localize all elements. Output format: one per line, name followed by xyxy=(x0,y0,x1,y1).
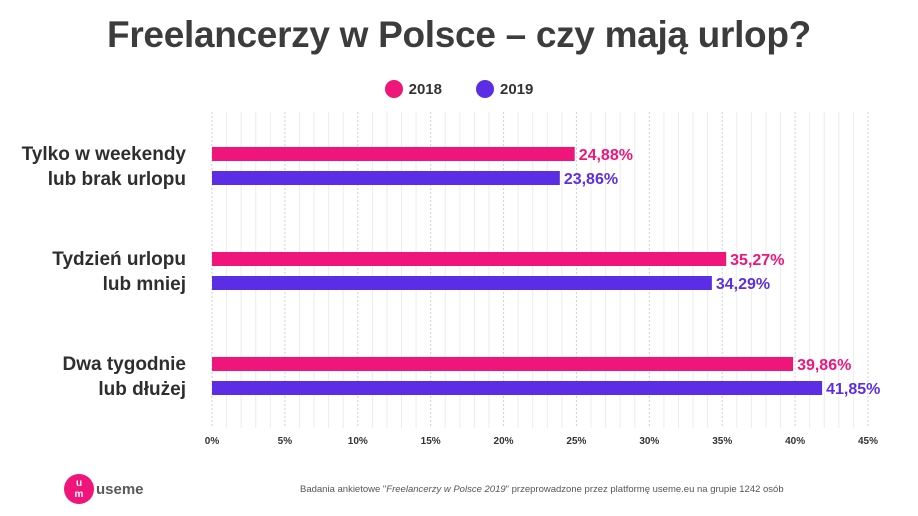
legend-swatch-2018 xyxy=(384,80,403,98)
bar-2019-1 xyxy=(212,276,712,290)
data-label-2018-0: 24,88% xyxy=(579,147,633,164)
x-tick-label: 45% xyxy=(858,436,878,447)
legend-item-2019: 2019 xyxy=(476,80,533,98)
bar-2018-2 xyxy=(212,357,794,371)
category-label-0: Tylko w weekendy lub brak urlopu xyxy=(22,142,186,192)
x-tick-label: 40% xyxy=(785,436,805,447)
legend-swatch-2019 xyxy=(476,80,494,98)
legend: 2018 2019 xyxy=(0,80,918,98)
category-label-2: Dwa tygodnie lub dłużej xyxy=(62,352,186,402)
legend-label-2018: 2018 xyxy=(408,80,442,98)
category-label-0-line-2: lub brak urlopu xyxy=(47,169,186,190)
category-label-2-line-2: lub dłużej xyxy=(98,379,186,400)
category-label-1: Tydzień urlopu lub mniej xyxy=(52,247,186,297)
logo-letter-u: u xyxy=(75,478,83,489)
bar-2018-1 xyxy=(212,252,727,266)
x-tick-label: 0% xyxy=(205,436,220,447)
bar-2019-0 xyxy=(212,171,560,185)
footnote-after: " przeprowadzone przez platformę useme.e… xyxy=(505,484,784,495)
bar-2018-0 xyxy=(212,147,575,161)
source-footnote: Badania ankietowe "Freelancerzy w Polsce… xyxy=(300,484,820,495)
legend-label-2019: 2019 xyxy=(500,80,534,98)
x-tick-label: 20% xyxy=(494,436,514,447)
x-tick-label: 25% xyxy=(566,436,586,447)
footnote-before: Badania ankietowe " xyxy=(300,484,387,495)
logo-letter-m: m xyxy=(74,489,84,500)
legend-item-2018: 2018 xyxy=(384,80,442,98)
footnote-italic: Freelancerzy w Polsce 2019 xyxy=(386,484,506,495)
useme-logo-text: useme xyxy=(96,480,144,498)
data-label-2019-1: 34,29% xyxy=(716,276,770,293)
bar-2019-2 xyxy=(212,381,823,395)
useme-logo-icon: u m xyxy=(64,474,94,504)
category-label-2-line-1: Dwa tygodnie xyxy=(62,354,186,375)
x-tick-label: 10% xyxy=(348,436,368,447)
category-label-1-line-2: lub mniej xyxy=(102,274,186,295)
x-tick-label: 15% xyxy=(421,436,441,447)
data-label-2018-1: 35,27% xyxy=(730,252,784,269)
useme-logo: u m useme xyxy=(64,474,144,504)
x-tick-label: 35% xyxy=(712,436,732,447)
x-tick-label: 30% xyxy=(639,436,659,447)
data-label-2019-0: 23,86% xyxy=(564,171,618,188)
chart-title: Freelancerzy w Polsce – czy mają urlop? xyxy=(107,14,811,55)
category-label-0-line-1: Tylko w weekendy xyxy=(21,144,186,165)
data-label-2019-2: 41,85% xyxy=(826,381,880,398)
category-label-1-line-1: Tydzień urlopu xyxy=(52,249,186,270)
x-tick-label: 5% xyxy=(278,436,293,447)
data-label-2018-2: 39,86% xyxy=(797,357,851,374)
